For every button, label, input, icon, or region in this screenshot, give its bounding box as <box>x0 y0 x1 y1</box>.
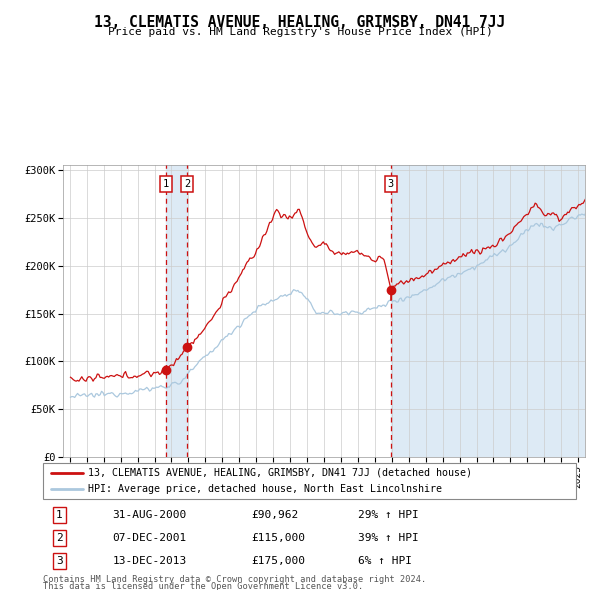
Text: £115,000: £115,000 <box>251 533 305 543</box>
Text: 13, CLEMATIS AVENUE, HEALING, GRIMSBY, DN41 7JJ (detached house): 13, CLEMATIS AVENUE, HEALING, GRIMSBY, D… <box>88 468 472 478</box>
Text: 1: 1 <box>163 179 169 189</box>
Text: 39% ↑ HPI: 39% ↑ HPI <box>358 533 418 543</box>
Text: 07-DEC-2001: 07-DEC-2001 <box>112 533 187 543</box>
Text: £90,962: £90,962 <box>251 510 298 520</box>
Text: This data is licensed under the Open Government Licence v3.0.: This data is licensed under the Open Gov… <box>43 582 364 590</box>
Text: 13-DEC-2013: 13-DEC-2013 <box>112 556 187 566</box>
Text: 2: 2 <box>56 533 62 543</box>
Text: 31-AUG-2000: 31-AUG-2000 <box>112 510 187 520</box>
Text: 3: 3 <box>56 556 62 566</box>
Text: 2: 2 <box>184 179 190 189</box>
Text: 29% ↑ HPI: 29% ↑ HPI <box>358 510 418 520</box>
Text: 6% ↑ HPI: 6% ↑ HPI <box>358 556 412 566</box>
Text: 13, CLEMATIS AVENUE, HEALING, GRIMSBY, DN41 7JJ: 13, CLEMATIS AVENUE, HEALING, GRIMSBY, D… <box>94 15 506 30</box>
Bar <box>166 165 187 457</box>
Text: Price paid vs. HM Land Registry's House Price Index (HPI): Price paid vs. HM Land Registry's House … <box>107 27 493 37</box>
Text: Contains HM Land Registry data © Crown copyright and database right 2024.: Contains HM Land Registry data © Crown c… <box>43 575 427 584</box>
Bar <box>391 165 585 457</box>
Text: 3: 3 <box>388 179 394 189</box>
Text: HPI: Average price, detached house, North East Lincolnshire: HPI: Average price, detached house, Nort… <box>88 484 442 494</box>
Text: £175,000: £175,000 <box>251 556 305 566</box>
Text: 1: 1 <box>56 510 62 520</box>
